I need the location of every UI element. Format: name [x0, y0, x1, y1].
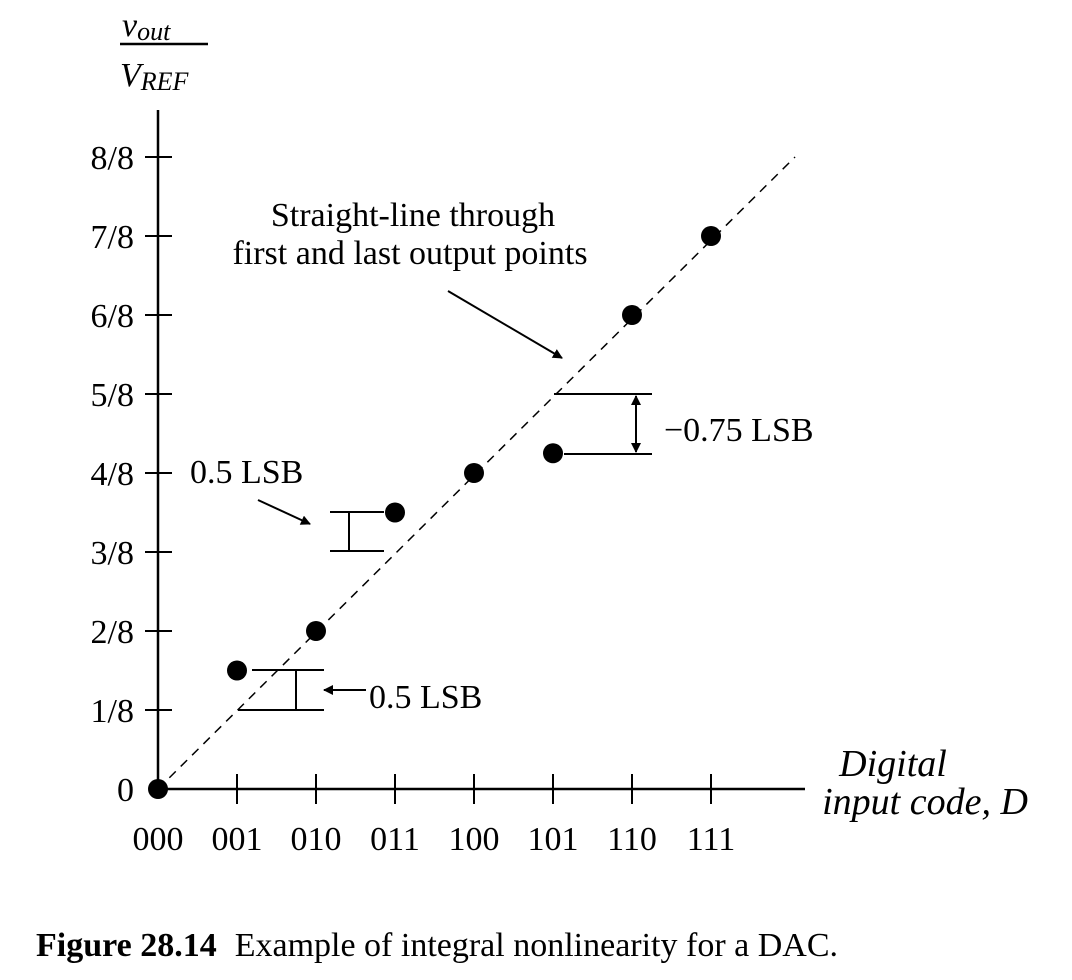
caption-number: Figure 28.14 [36, 927, 217, 964]
data-point [306, 621, 326, 641]
y-tick-label: 6/8 [91, 298, 134, 335]
annotation-neg0.75lsb: −0.75 LSB [554, 393, 814, 455]
y-tick-label: 0 [117, 772, 134, 809]
annotation-arrow [257, 499, 311, 525]
x-tick-label: 110 [607, 821, 657, 858]
x-tick-label: 000 [133, 821, 184, 858]
y-tick-label: 2/8 [91, 614, 134, 651]
x-tick-label: 001 [212, 821, 263, 858]
annotation-text: 0.5 LSB [190, 454, 303, 491]
x-axis-ticks: 000 001 010 011 100 101 110 111 [133, 774, 735, 858]
data-point [464, 463, 484, 483]
data-point [385, 502, 405, 523]
data-point [622, 305, 642, 325]
y-axis-ticks: 0 1/8 2/8 3/8 4/8 5/8 6/8 7/8 8/8 [91, 140, 172, 809]
y-tick-label: 7/8 [91, 219, 134, 256]
y-tick-label: 5/8 [91, 377, 134, 414]
data-point [148, 779, 168, 799]
figure-caption: Figure 28.14 Example of integral nonlinea… [36, 927, 838, 964]
reference-line-label-1: Straight-line through [271, 197, 555, 234]
y-tick-label: 4/8 [91, 456, 134, 493]
y-tick-label: 1/8 [91, 693, 134, 730]
annotation-0.5lsb-low: 0.5 LSB [238, 669, 482, 716]
data-points [148, 226, 721, 799]
annotation-0.5lsb-mid: 0.5 LSB [190, 454, 384, 552]
x-tick-label: 111 [687, 821, 735, 858]
x-tick-label: 011 [370, 821, 420, 858]
y-axis-label: vout VREF [120, 7, 208, 96]
data-point [543, 443, 563, 464]
data-point [227, 660, 247, 681]
data-point [701, 226, 721, 246]
x-label-line-1: Digital [838, 743, 947, 785]
caption-text: Example of integral nonlinearity for a D… [235, 927, 838, 964]
reference-label-arrow [447, 290, 563, 359]
x-tick-label: 010 [291, 821, 342, 858]
annotation-text: −0.75 LSB [664, 412, 814, 449]
reference-line-label-2: first and last output points [232, 235, 587, 272]
y-label-denominator: VREF [120, 57, 190, 96]
x-tick-label: 101 [528, 821, 579, 858]
y-tick-label: 3/8 [91, 535, 134, 572]
y-tick-label: 8/8 [91, 140, 134, 177]
x-label-line-2: input code, D [822, 781, 1028, 823]
y-label-numerator: vout [122, 7, 171, 46]
x-tick-label: 100 [449, 821, 500, 858]
annotation-text: 0.5 LSB [369, 679, 482, 716]
